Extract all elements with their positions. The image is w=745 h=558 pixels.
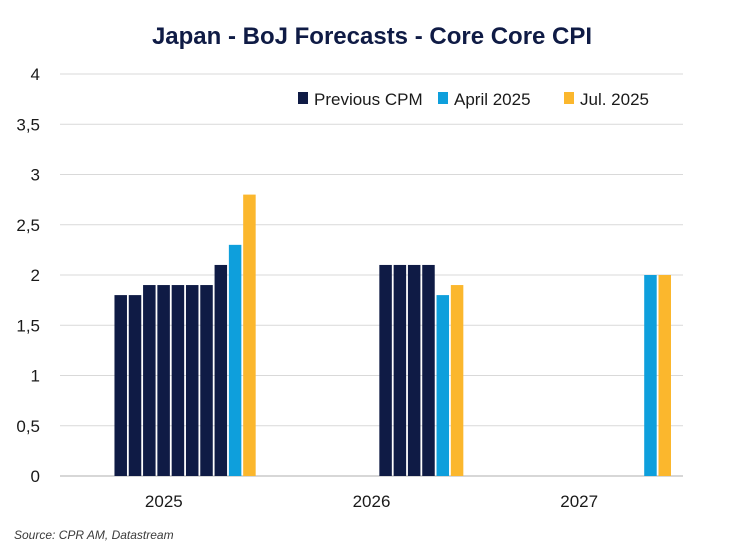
bar-jul-2025 [658, 275, 671, 476]
bar-april-2025 [644, 275, 657, 476]
y-tick-label: 2,5 [16, 216, 40, 235]
y-tick-label: 0,5 [16, 417, 40, 436]
bar-previous-cpm [185, 285, 199, 476]
bar-jul-2025 [450, 285, 464, 476]
legend-swatch [564, 92, 574, 104]
bar-previous-cpm [422, 264, 435, 476]
bar-previous-cpm [157, 285, 170, 476]
x-tick-label: 2025 [145, 492, 183, 511]
legend-label: Previous CPM [314, 90, 423, 109]
legend-swatch [438, 92, 448, 104]
legend-swatch [298, 92, 308, 104]
legend: Previous CPM April 2025 Jul. 2025 [298, 90, 649, 109]
y-tick-label: 0 [31, 467, 40, 486]
bar-previous-cpm [128, 295, 142, 476]
x-tick-label: 2026 [353, 492, 391, 511]
y-tick-label: 2 [31, 266, 40, 285]
y-axis-ticks: 0 0,5 1 1,5 2 2,5 3 3,5 4 [16, 65, 40, 486]
bar-previous-cpm [114, 295, 127, 476]
y-tick-label: 3 [31, 166, 40, 185]
source-note: Source: CPR AM, Datastream [14, 528, 174, 542]
x-axis-ticks: 2025 2026 2027 [145, 492, 598, 511]
y-tick-label: 1 [31, 367, 40, 386]
bar-previous-cpm [214, 264, 228, 476]
bars [114, 194, 671, 476]
bar-april-2025 [436, 295, 450, 476]
legend-label: Jul. 2025 [580, 90, 649, 109]
bar-jul-2025 [243, 194, 256, 476]
x-tick-label: 2027 [560, 492, 598, 511]
y-tick-label: 3,5 [16, 115, 40, 134]
bar-previous-cpm [393, 264, 407, 476]
legend-label: April 2025 [454, 90, 531, 109]
bar-previous-cpm [143, 285, 156, 476]
bar-previous-cpm [171, 285, 185, 476]
bar-previous-cpm [379, 264, 392, 476]
y-tick-label: 4 [31, 65, 40, 84]
bar-april-2025 [228, 244, 242, 476]
bar-previous-cpm [407, 264, 421, 476]
bar-previous-cpm [200, 285, 213, 476]
y-tick-label: 1,5 [16, 316, 40, 335]
chart-title: Japan - BoJ Forecasts - Core Core CPI [152, 23, 592, 50]
